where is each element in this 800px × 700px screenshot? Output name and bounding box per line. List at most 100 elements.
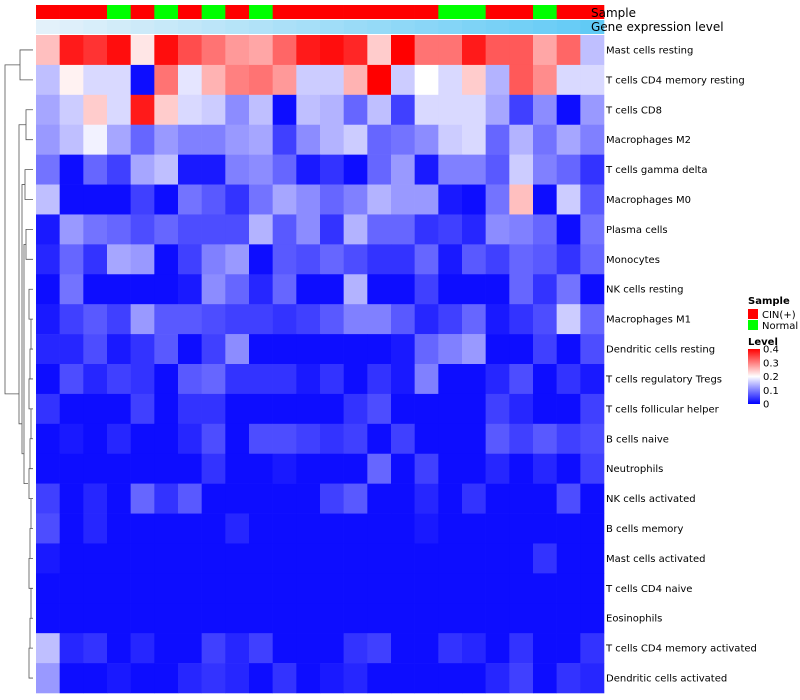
- row-label: Macrophages M1: [606, 315, 691, 326]
- expression-annotation-cell: [580, 20, 605, 34]
- heatmap-cell: [272, 304, 297, 335]
- heatmap-cell: [556, 453, 581, 484]
- row-label: Mast cells activated: [606, 554, 705, 565]
- heatmap-cell: [580, 453, 605, 484]
- sample-annotation-cell: [438, 5, 463, 19]
- heatmap-cell: [130, 603, 155, 634]
- heatmap-cell: [580, 214, 605, 245]
- heatmap-cell: [533, 184, 557, 215]
- heatmap-cell: [83, 423, 108, 455]
- heatmap-cell: [438, 633, 463, 664]
- heatmap-cell: [178, 663, 202, 694]
- heatmap-cell: [249, 94, 273, 126]
- heatmap-cell: [485, 184, 510, 215]
- heatmap-cell: [83, 94, 108, 126]
- heatmap-cell: [462, 663, 486, 694]
- heatmap-cell: [107, 513, 131, 544]
- heatmap-cell: [154, 573, 179, 604]
- heatmap-cell: [414, 244, 439, 275]
- heatmap-cell: [485, 94, 510, 126]
- heatmap-cell: [580, 364, 605, 395]
- heatmap-cell: [343, 543, 368, 574]
- heatmap-cell: [509, 633, 534, 664]
- heatmap-cell: [36, 573, 60, 604]
- heatmap-cell: [485, 543, 510, 574]
- heatmap-cell: [509, 423, 534, 455]
- heatmap-cell: [462, 35, 486, 66]
- heatmap-cell: [367, 513, 392, 544]
- heatmap-cell: [59, 483, 84, 514]
- heatmap-cell: [509, 603, 534, 634]
- heatmap-cell: [580, 663, 605, 694]
- heatmap-cell: [225, 124, 250, 155]
- heatmap-cell: [178, 573, 202, 604]
- heatmap-cell: [249, 453, 273, 484]
- heatmap-cell: [249, 483, 273, 514]
- heatmap-cell: [462, 244, 486, 275]
- heatmap-cell: [83, 304, 108, 335]
- heatmap-cell: [367, 393, 392, 425]
- heatmap-cell: [178, 334, 202, 365]
- heatmap-cell: [556, 543, 581, 574]
- heatmap-cell: [414, 513, 439, 544]
- heatmap-cell: [107, 364, 131, 395]
- heatmap-cell: [107, 483, 131, 514]
- heatmap-cell: [272, 453, 297, 484]
- row-label: T cells CD4 naive: [605, 584, 692, 595]
- heatmap-cell: [296, 423, 321, 455]
- heatmap-cell: [36, 94, 60, 126]
- heatmap-cell: [130, 364, 155, 395]
- heatmap-cell: [485, 214, 510, 245]
- row-label: Neutrophils: [606, 464, 663, 475]
- heatmap-cell: [107, 274, 131, 305]
- heatmap-cell: [414, 154, 439, 185]
- row-label: Macrophages M0: [606, 195, 691, 206]
- heatmap-cell: [438, 423, 463, 455]
- heatmap-cell: [580, 423, 605, 455]
- heatmap-grid: [36, 35, 605, 694]
- legend-level-colorbar: [748, 349, 760, 404]
- heatmap-cell: [556, 334, 581, 365]
- sample-annotation-cell: [296, 5, 321, 19]
- heatmap-cell: [36, 274, 60, 305]
- heatmap-cell: [509, 513, 534, 544]
- row-label: T cells gamma delta: [605, 165, 707, 176]
- expression-annotation-cell: [414, 20, 439, 34]
- heatmap-cell: [154, 94, 179, 126]
- heatmap-cell: [36, 663, 60, 694]
- heatmap-cell: [201, 154, 226, 185]
- heatmap-cell: [225, 603, 250, 634]
- legend-level-tick-label: 0: [763, 400, 769, 411]
- heatmap-cell: [391, 513, 415, 544]
- heatmap-cell: [225, 633, 250, 664]
- heatmap-cell: [343, 244, 368, 275]
- heatmap-cell: [201, 184, 226, 215]
- heatmap-cell: [438, 304, 463, 335]
- heatmap-cell: [107, 244, 131, 275]
- heatmap-cell: [391, 184, 415, 215]
- row-dendrogram: [4, 49, 33, 679]
- row-label: Plasma cells: [606, 225, 668, 236]
- heatmap-cell: [107, 603, 131, 634]
- heatmap-cell: [107, 184, 131, 215]
- heatmap-cell: [36, 304, 60, 335]
- heatmap-cell: [462, 124, 486, 155]
- heatmap-cell: [225, 663, 250, 694]
- heatmap-cell: [414, 633, 439, 664]
- heatmap-cell: [414, 663, 439, 694]
- heatmap-cell: [272, 423, 297, 455]
- heatmap-cell: [296, 483, 321, 514]
- heatmap-cell: [154, 304, 179, 335]
- row-label: Macrophages M2: [606, 135, 691, 146]
- heatmap-cell: [391, 573, 415, 604]
- heatmap-cell: [485, 603, 510, 634]
- expression-annotation-cell: [130, 20, 155, 34]
- heatmap-cell: [154, 364, 179, 395]
- sample-annotation-cell: [83, 5, 108, 19]
- sample-annotation-cell: [580, 5, 605, 19]
- heatmap-cell: [249, 214, 273, 245]
- heatmap-cell: [580, 393, 605, 425]
- heatmap-cell: [367, 543, 392, 574]
- heatmap-cell: [414, 124, 439, 155]
- heatmap-cell: [320, 393, 344, 425]
